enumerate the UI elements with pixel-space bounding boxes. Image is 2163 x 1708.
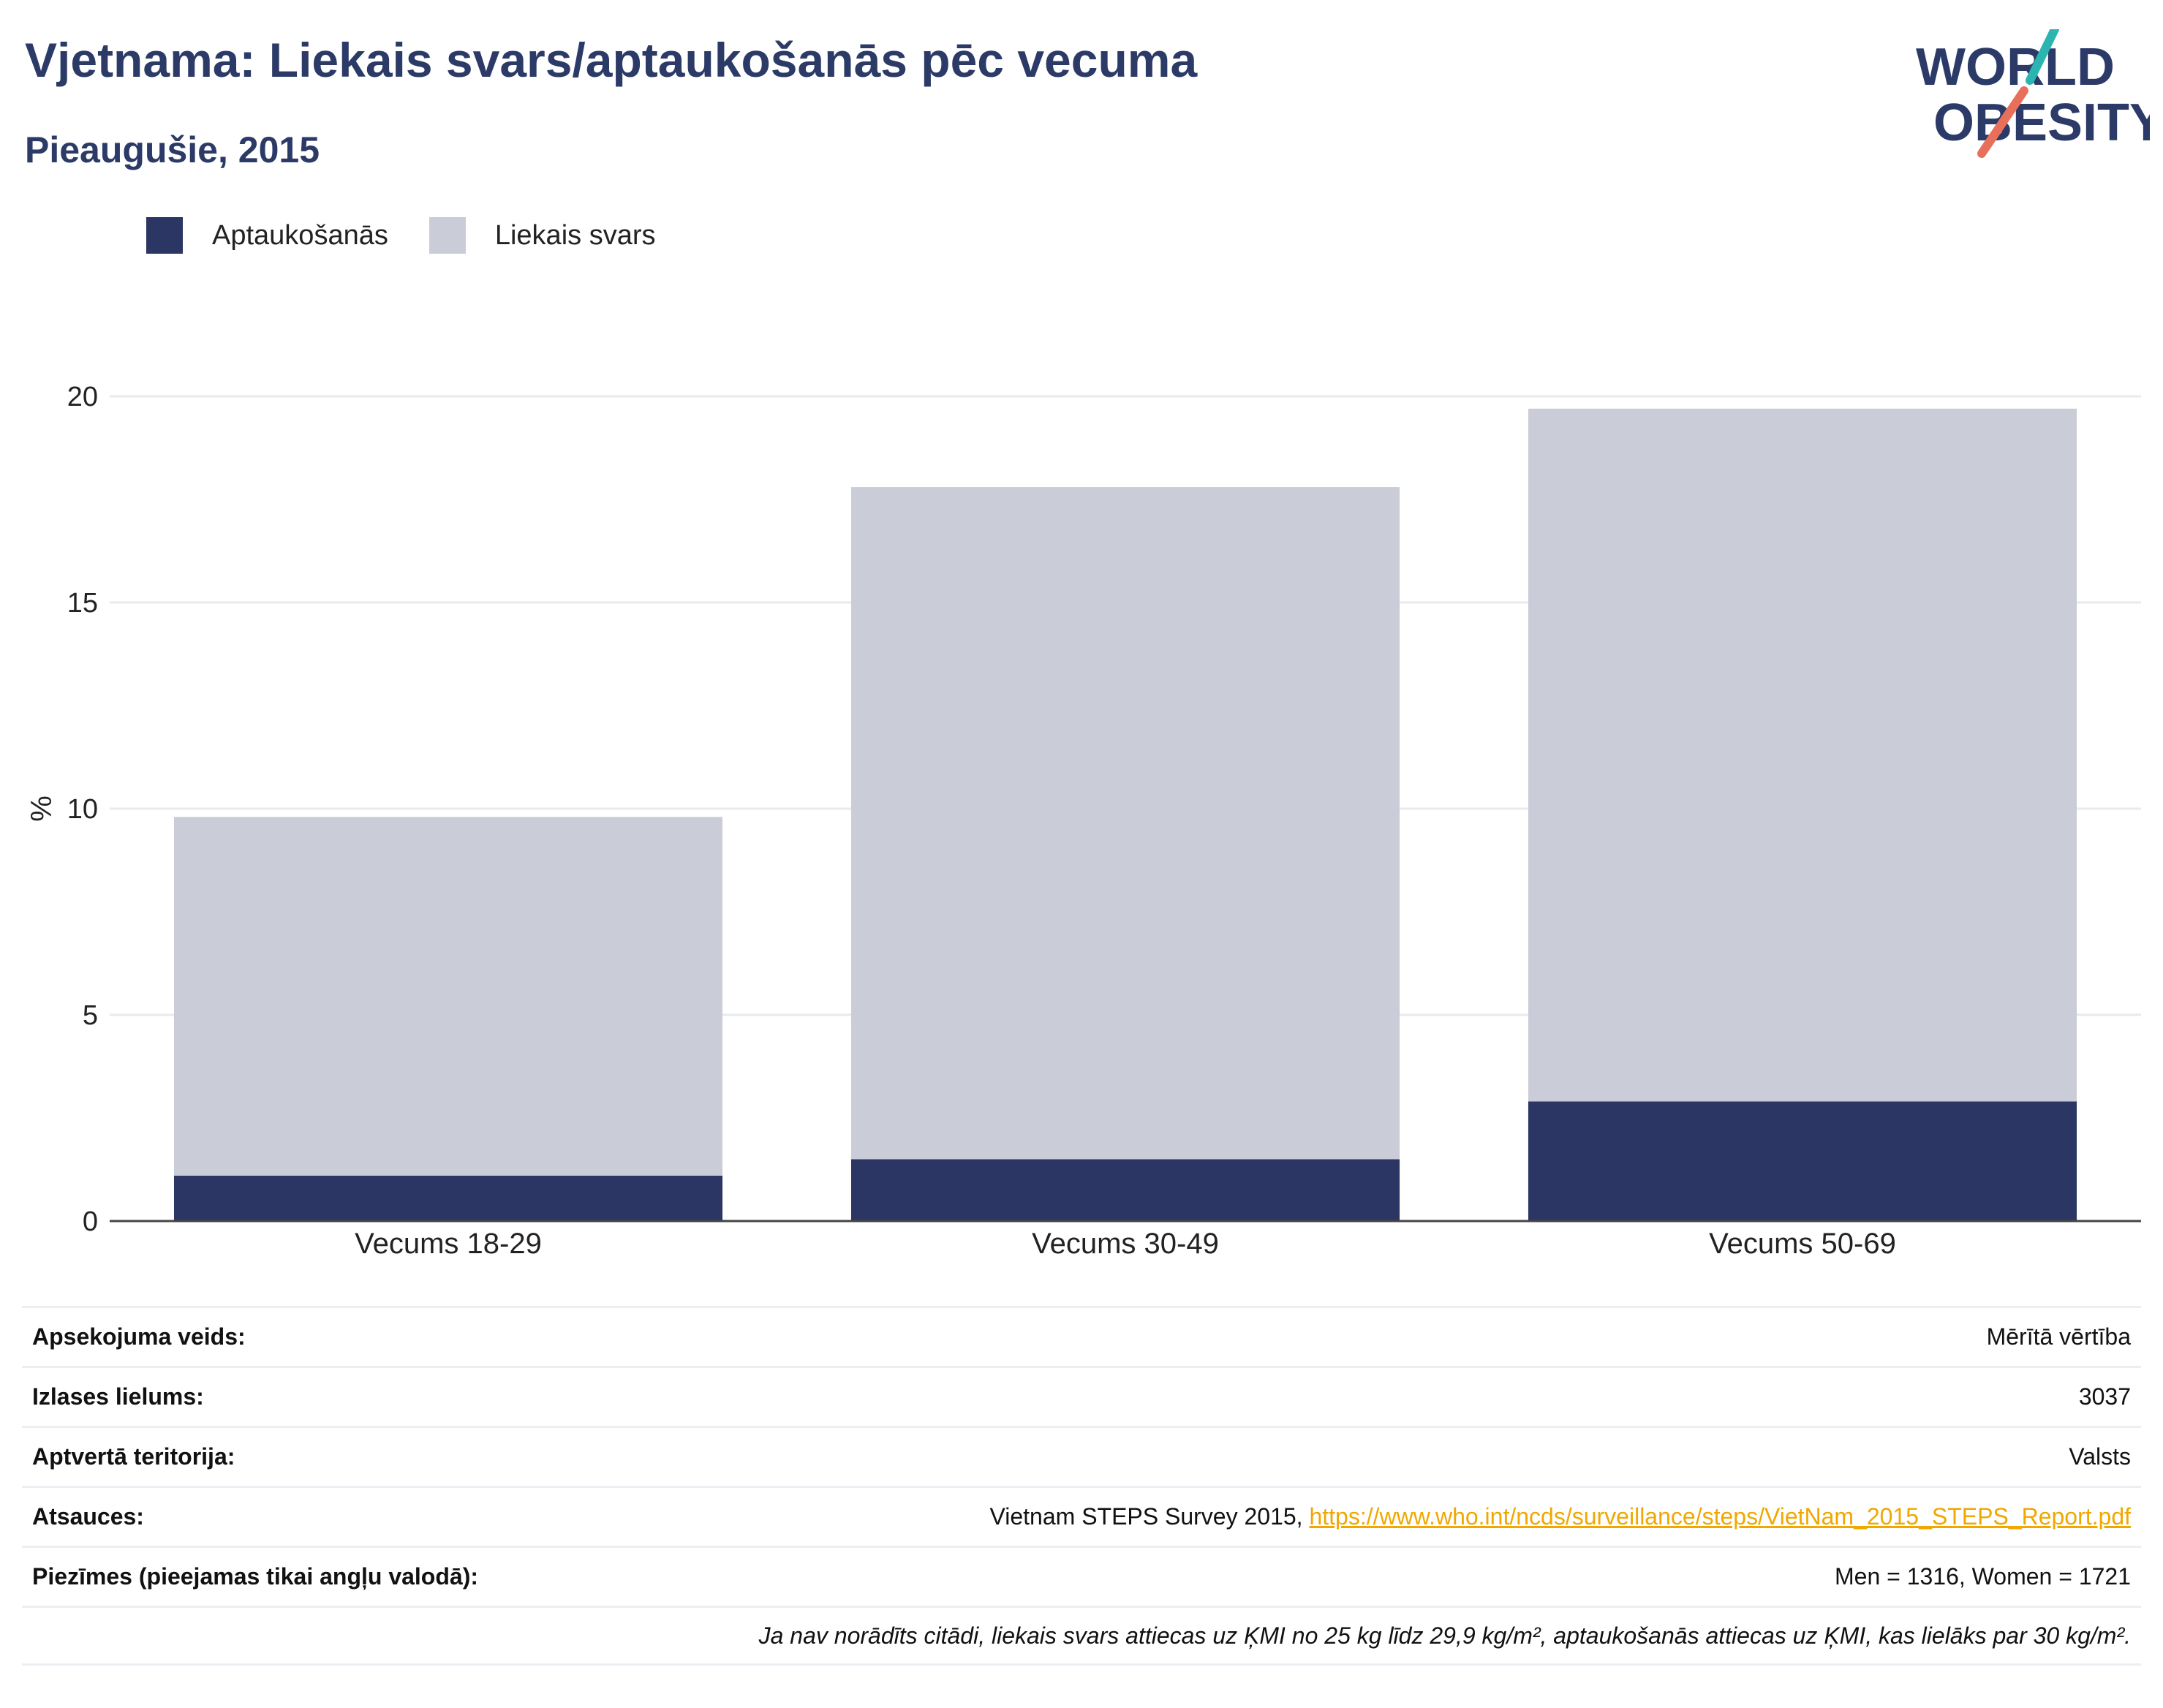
meta-value: Men = 1316, Women = 1721 [1834,1563,2131,1590]
y-tick-label: 15 [67,588,98,619]
x-tick-label: Vecums 18-29 [355,1228,542,1260]
logo-line-1: WORLD [1916,38,2115,97]
bar-obesity [1528,1101,2077,1221]
x-tick-label: Vecums 30-49 [1032,1228,1219,1260]
legend-label-overweight: Liekais svars [494,219,656,251]
logo-slash-teal [2026,29,2059,85]
legend-label-obesity: Aptaukošanās [212,219,388,251]
logo-line-2: OBESITY [1933,94,2150,152]
y-tick-label: 5 [83,1000,98,1031]
meta-label: Izlases lielums: [32,1383,204,1410]
legend-item-obesity[interactable]: Aptaukošanās [146,217,388,254]
meta-label: Atsauces: [32,1503,144,1530]
world-obesity-logo: WORLD OBESITY [1916,29,2150,158]
meta-row-definition-note: Ja nav norādīts citādi, liekais svars at… [22,1606,2141,1666]
definition-note: Ja nav norādīts citādi, liekais svars at… [758,1622,2131,1649]
bar-obesity [173,1175,723,1221]
chart-legend: Aptaukošanās Liekais svars [146,216,696,254]
meta-value: Mērītā vērtība [1986,1323,2131,1350]
meta-row-survey-type: Apsekojuma veids: Mērītā vērtība [22,1306,2141,1366]
y-tick-label: 0 [83,1206,98,1237]
chart-subtitle: Pieaugušie, 2015 [25,129,320,170]
meta-row-notes: Piezīmes (pieejamas tikai angļu valodā):… [22,1546,2141,1606]
bar-overweight [1528,408,2077,1102]
meta-value: Vietnam STEPS Survey 2015, https://www.w… [989,1503,2131,1530]
meta-value: Valsts [2069,1443,2131,1470]
x-tick-label: Vecums 50-69 [1709,1228,1896,1260]
stacked-bar-chart: 0 5 10 15 20% Vecums 18-29 Vecums 30-49 Vecums … [26,382,2141,1260]
bar-overweight [850,487,1400,1160]
meta-label: Piezīmes (pieejamas tikai angļu valodā): [32,1563,478,1590]
meta-row-coverage: Aptvertā teritorija: Valsts [22,1426,2141,1486]
legend-item-overweight[interactable]: Liekais svars [429,217,656,254]
y-tick-label: 20 [67,382,98,412]
meta-label: Aptvertā teritorija: [32,1443,235,1470]
meta-label: Apsekojuma veids: [32,1323,246,1350]
meta-row-references: Atsauces: Vietnam STEPS Survey 2015, htt… [22,1486,2141,1546]
meta-row-sample-size: Izlases lielums: 3037 [22,1366,2141,1426]
chart-title: Vjetnama: Liekais svars/aptaukošanās pēc… [25,33,1198,87]
y-tick-label: 10 [67,794,98,825]
y-axis-label: % [26,796,58,822]
bar-obesity [850,1159,1400,1221]
bar-overweight [173,817,723,1176]
meta-value: 3037 [2078,1383,2131,1410]
reference-link[interactable]: https://www.who.int/ncds/surveillance/st… [1309,1503,2131,1530]
logo-slash-coral [1977,86,2028,158]
reference-text: Vietnam STEPS Survey 2015, [989,1503,1310,1530]
legend-swatch-obesity [146,217,183,254]
legend-swatch-overweight [429,217,466,254]
metadata-table: Apsekojuma veids: Mērītā vērtība Izlases… [22,1306,2141,1666]
